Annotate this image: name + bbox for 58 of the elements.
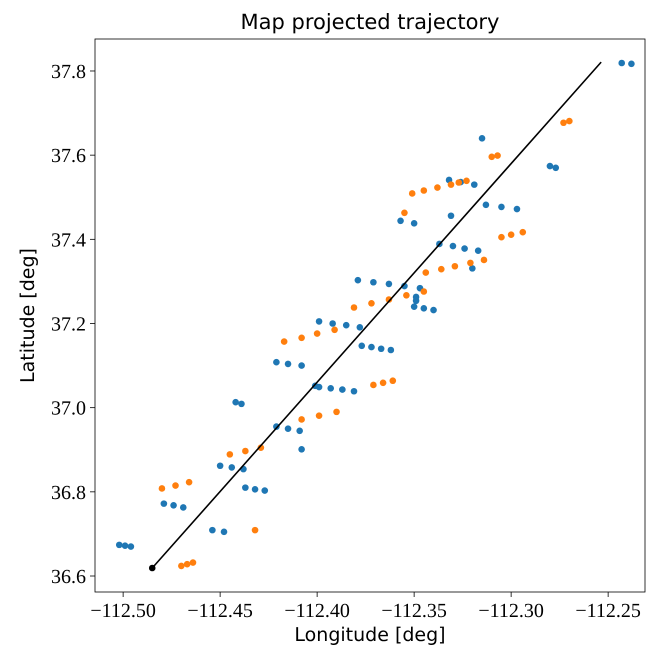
point bbox=[508, 231, 514, 238]
point bbox=[316, 412, 322, 419]
point bbox=[158, 485, 166, 492]
point bbox=[331, 326, 338, 334]
point bbox=[333, 408, 340, 416]
point bbox=[438, 266, 445, 273]
x-tick-label: −112.45 bbox=[187, 600, 253, 622]
point bbox=[403, 292, 410, 299]
point bbox=[420, 187, 428, 194]
y-tick-label: 37.6 bbox=[51, 145, 86, 168]
y-tick-label: 37.0 bbox=[51, 398, 86, 420]
point bbox=[434, 184, 441, 191]
x-tick-label: −112.30 bbox=[478, 600, 544, 622]
point bbox=[242, 448, 249, 454]
point bbox=[298, 416, 305, 423]
point bbox=[370, 382, 377, 388]
point bbox=[498, 234, 505, 241]
point bbox=[148, 564, 156, 572]
x-tick-label: −112.50 bbox=[90, 600, 156, 622]
point bbox=[448, 181, 454, 188]
point bbox=[566, 118, 573, 124]
point bbox=[226, 451, 234, 458]
point bbox=[178, 562, 185, 570]
point bbox=[280, 338, 288, 345]
y-tick-label: 37.4 bbox=[51, 229, 86, 252]
y-tick-label: 36.6 bbox=[51, 566, 86, 588]
point bbox=[368, 300, 375, 307]
point bbox=[172, 482, 179, 489]
point bbox=[389, 377, 396, 384]
x-tick-label: −112.25 bbox=[575, 600, 641, 622]
point bbox=[350, 304, 358, 311]
point bbox=[420, 288, 428, 295]
y-tick-label: 37.8 bbox=[51, 60, 86, 83]
y-tick-label: 37.2 bbox=[51, 313, 86, 336]
point bbox=[467, 260, 474, 266]
point bbox=[463, 178, 470, 184]
point bbox=[452, 262, 458, 270]
x-axis-title: Longitude [deg] bbox=[294, 624, 446, 646]
x-tick-label: −112.40 bbox=[284, 600, 350, 622]
point bbox=[186, 478, 192, 486]
point bbox=[184, 560, 190, 568]
point bbox=[408, 190, 416, 197]
point bbox=[252, 526, 258, 534]
point bbox=[560, 119, 567, 126]
y-axis-title: Latitude [deg] bbox=[17, 248, 39, 383]
point bbox=[488, 154, 496, 160]
point bbox=[422, 269, 430, 276]
point bbox=[480, 256, 488, 264]
point bbox=[519, 228, 526, 236]
point bbox=[401, 210, 408, 216]
point bbox=[298, 334, 305, 342]
point bbox=[380, 380, 386, 386]
point bbox=[494, 152, 501, 159]
x-tick-label: −112.35 bbox=[381, 600, 447, 622]
point bbox=[314, 330, 320, 337]
point bbox=[190, 559, 196, 566]
chart-title: Map projected trajectory bbox=[240, 10, 500, 34]
y-tick-label: 36.8 bbox=[51, 482, 86, 504]
